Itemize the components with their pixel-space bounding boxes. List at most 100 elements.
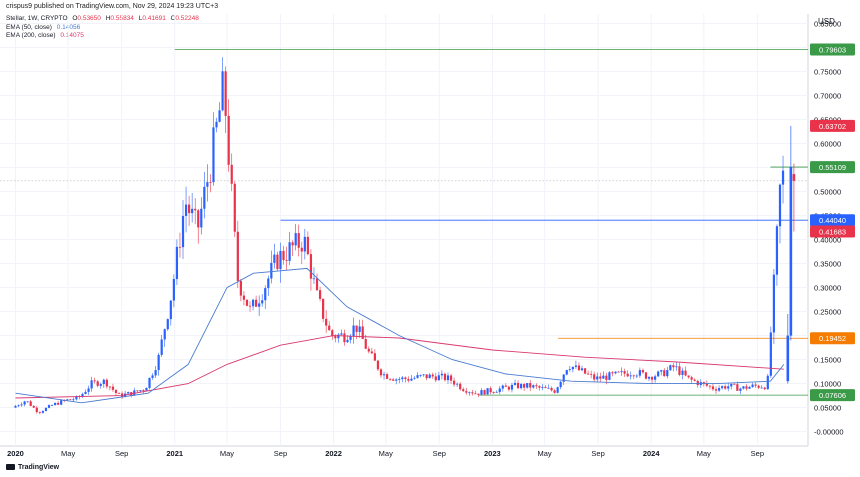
candle-body <box>17 405 20 407</box>
candle-body <box>684 370 687 376</box>
candle-body <box>297 233 300 248</box>
candle-body <box>559 381 562 388</box>
candle-body <box>93 380 96 382</box>
candle-body <box>300 247 303 252</box>
candle-body <box>434 376 437 381</box>
candle-body <box>407 379 410 381</box>
candle-body <box>178 246 182 248</box>
x-tick-label: May <box>697 449 711 458</box>
candle-body <box>590 373 593 375</box>
candle-body <box>373 353 376 361</box>
candle-body <box>446 375 450 381</box>
candle-body <box>571 366 574 370</box>
price-tag-label: 0.07606 <box>819 391 846 400</box>
candle-body <box>117 392 121 394</box>
candle-body <box>35 407 38 413</box>
candle-body <box>632 375 635 377</box>
candle-body <box>382 374 386 376</box>
candle-body <box>501 385 504 389</box>
candle-body <box>294 233 297 246</box>
y-tick-label: 0.60000 <box>814 140 841 149</box>
candle-body <box>431 374 434 377</box>
candle-body <box>23 401 26 405</box>
candle-body <box>145 387 148 391</box>
candle-body <box>635 375 638 377</box>
candle-body <box>556 387 559 393</box>
candle-body <box>574 365 578 367</box>
candle-body <box>748 386 751 389</box>
candle-body <box>772 274 775 333</box>
candle-body <box>105 379 108 387</box>
candle-body <box>538 386 541 388</box>
candle-body <box>416 375 419 378</box>
candle-body <box>44 407 48 412</box>
candle-body <box>419 374 422 376</box>
candle-body <box>395 379 398 381</box>
candle-body <box>385 374 389 379</box>
candle-body <box>404 377 407 380</box>
candle-body <box>267 278 270 289</box>
candle-body <box>654 376 657 380</box>
y-tick-label: 0.35000 <box>814 260 841 269</box>
candle-body <box>449 375 453 381</box>
candle-body <box>620 371 623 373</box>
candle-body <box>480 390 483 395</box>
price-tag <box>810 225 855 238</box>
legend-symbol-row: Stellar, 1W, CRYPTO O0.53650 H0.55834 L0… <box>6 15 266 24</box>
candle-body <box>32 405 35 408</box>
price-tag-label: 0.44040 <box>819 216 846 225</box>
grid-layer <box>0 14 809 447</box>
candle-body <box>87 388 90 392</box>
candle-body <box>346 339 349 343</box>
candle-body <box>568 369 571 371</box>
candle-body <box>672 365 675 368</box>
candle-body <box>410 378 413 381</box>
x-tick-label: May <box>379 449 393 458</box>
candle-body <box>367 348 370 352</box>
candle-body <box>379 369 383 376</box>
legend-ema200-label: EMA (200, close) <box>6 32 56 39</box>
candle-body <box>474 393 477 395</box>
candle-body <box>775 226 779 275</box>
time-axis[interactable]: 2020 May Sep 2021 May Sep 2022 May Sep 2023 May Sep… <box>7 449 764 458</box>
candle-body <box>187 204 191 214</box>
x-tick-label: 2020 <box>7 449 24 458</box>
candle-body <box>197 210 200 228</box>
candle-body <box>169 300 172 320</box>
candle-body <box>565 370 568 375</box>
ema50-line <box>15 267 785 404</box>
tradingview-logo[interactable]: TradingView <box>6 464 59 471</box>
candle-body <box>766 375 769 390</box>
candle-body <box>708 385 712 387</box>
x-tick-label: 2022 <box>325 449 342 458</box>
candle-body <box>477 393 480 395</box>
legend-ema200-value: 0.14075 <box>60 32 84 39</box>
y-tick-label: 0.40000 <box>814 236 841 245</box>
candle-body <box>111 386 115 390</box>
candle-body <box>81 393 84 398</box>
candle-body <box>41 411 45 413</box>
candle-body <box>786 335 790 382</box>
candle-body <box>248 305 252 307</box>
price-tag-label: 0.55109 <box>819 163 846 172</box>
y-tick-label: 0.50000 <box>814 188 841 197</box>
candle-body <box>142 390 145 391</box>
candle-body <box>629 375 632 377</box>
candle-body <box>270 262 273 279</box>
candle-body <box>736 384 739 391</box>
candle-body <box>148 377 151 388</box>
candle-body <box>331 330 334 337</box>
candle-body <box>513 382 517 385</box>
candle-body <box>72 399 75 401</box>
legend-high-value: 0.55834 <box>110 15 134 22</box>
candle-body <box>285 260 288 261</box>
candle-body <box>440 373 444 376</box>
x-tick-label: Sep <box>751 449 764 458</box>
candle-body <box>364 339 367 349</box>
candle-body <box>644 372 648 379</box>
candle-body <box>209 182 212 183</box>
candle-body <box>401 377 404 380</box>
legend-low-label: L <box>138 15 143 22</box>
candle-body <box>50 405 54 406</box>
